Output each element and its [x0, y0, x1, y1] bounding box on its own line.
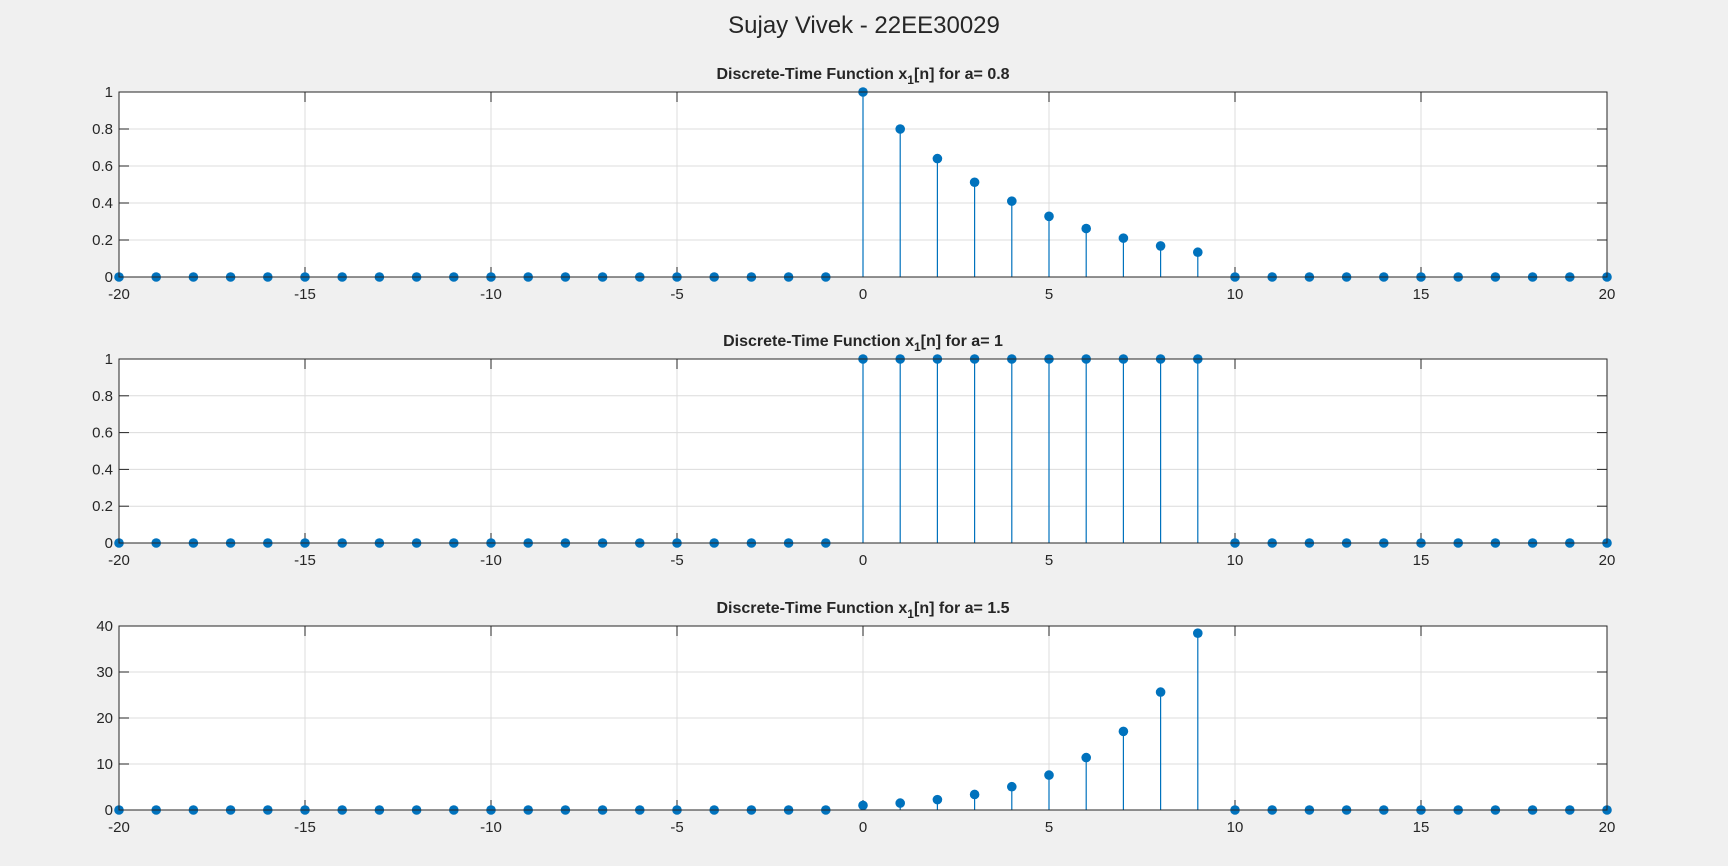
y-tick-label: 0.6 [92, 158, 113, 175]
x-tick-label: 0 [859, 819, 867, 836]
stem-marker [895, 124, 905, 134]
stem-marker [969, 789, 980, 800]
x-tick-label: -20 [108, 552, 130, 569]
x-tick-label: 15 [1413, 286, 1430, 303]
y-tick-label: 0 [105, 535, 113, 552]
x-tick-label: 10 [1227, 286, 1244, 303]
x-tick-label: 20 [1599, 819, 1616, 836]
x-tick-label: 0 [859, 552, 867, 569]
subplot-title: Discrete-Time Function x1[n] for a= 0.8 [716, 66, 1009, 87]
axes-box [118, 358, 1608, 544]
stem-marker [1007, 781, 1017, 792]
subplot-2: -20 -15 -10 -5 0 5 10 15 20 0 0.2 0.4 0.6 0.8 1 Discret… [92, 333, 1615, 569]
x-tick-label: 10 [1227, 552, 1244, 569]
stem-marker [1044, 211, 1054, 222]
y-tick-label: 30 [96, 664, 113, 681]
y-tick-label: 0.4 [92, 461, 113, 478]
stem-marker [1044, 770, 1054, 780]
x-tick-label: -10 [480, 552, 502, 569]
x-tick-label: -5 [670, 552, 683, 569]
y-tick-label: 0.2 [92, 498, 113, 515]
y-tick-label: 10 [96, 756, 113, 773]
axes-box [118, 625, 1608, 811]
x-tick-label: -20 [108, 286, 130, 303]
x-tick-label: -15 [294, 819, 316, 836]
y-tick-label: 1 [105, 351, 113, 368]
y-tick-label: 0.6 [92, 425, 113, 442]
subplot-title: Discrete-Time Function x1[n] for a= 1 [723, 333, 1003, 354]
y-tick-label: 0.8 [92, 121, 113, 138]
x-tick-label: 10 [1227, 819, 1244, 836]
y-tick-label: 0 [105, 802, 113, 819]
stem-marker [932, 153, 943, 164]
x-tick-label: -10 [480, 286, 502, 303]
x-tick-label: -5 [670, 286, 683, 303]
x-tick-label: 5 [1045, 819, 1053, 836]
x-tick-label: 20 [1599, 552, 1616, 569]
stem-marker [1007, 196, 1017, 206]
stem-marker [1118, 726, 1129, 737]
x-tick-label: 5 [1045, 286, 1053, 303]
stem-marker [1118, 233, 1129, 243]
x-tick-label: -10 [480, 819, 502, 836]
subplot-1: -20 -15 -10 -5 0 5 10 15 20 0 0.2 0.4 0.6 0.8 1 Discret… [92, 66, 1615, 303]
y-tick-label: 0.2 [92, 232, 113, 249]
x-tick-label: -5 [670, 819, 683, 836]
stem-marker [969, 177, 980, 188]
y-tick-label: 0 [105, 269, 113, 286]
x-tick-label: -15 [294, 286, 316, 303]
x-tick-label: 20 [1599, 286, 1616, 303]
x-tick-label: -20 [108, 819, 130, 836]
x-tick-label: -15 [294, 552, 316, 569]
stem-marker [895, 798, 905, 808]
subplot-title: Discrete-Time Function x1[n] for a= 1.5 [716, 600, 1009, 621]
x-tick-label: 15 [1413, 819, 1430, 836]
axes-box [118, 91, 1608, 278]
figure-title: Sujay Vivek - 22EE30029 [728, 12, 1000, 39]
y-tick-label: 0.8 [92, 388, 113, 405]
x-tick-label: 5 [1045, 552, 1053, 569]
y-tick-label: 0.4 [92, 195, 113, 212]
subplot-3: -20 -15 -10 -5 0 5 10 15 20 0 10 20 30 40 Discrete-Tim… [96, 600, 1615, 836]
stem-marker [1081, 752, 1091, 763]
x-tick-label: 15 [1413, 552, 1430, 569]
y-tick-label: 20 [96, 710, 113, 727]
x-tick-label: 0 [859, 286, 867, 303]
stem-marker [1155, 687, 1166, 697]
stem-marker [1193, 628, 1203, 638]
stem-marker [858, 800, 868, 811]
stem-marker [1155, 241, 1166, 251]
stem-marker [1081, 223, 1091, 234]
stem-marker [1193, 247, 1203, 258]
stem-marker [932, 794, 943, 805]
y-tick-label: 40 [96, 618, 113, 635]
y-tick-label: 1 [105, 84, 113, 101]
